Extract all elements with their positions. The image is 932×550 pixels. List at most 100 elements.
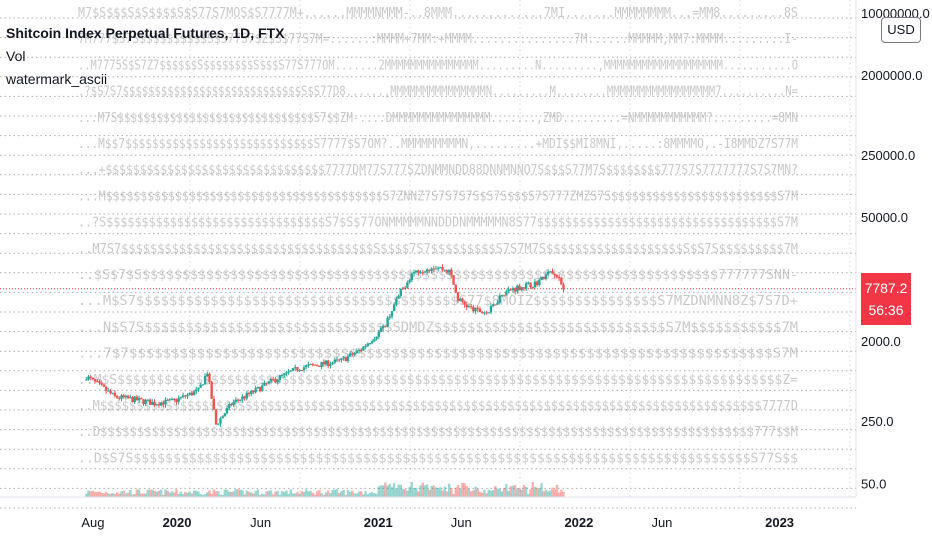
candle-body <box>256 386 260 389</box>
volume-bar <box>397 484 400 497</box>
volume-bar <box>269 490 273 497</box>
candle-body <box>329 364 332 367</box>
candle-body <box>562 284 565 290</box>
candle-body <box>529 282 532 288</box>
volume-bar <box>168 492 172 497</box>
candle-body <box>395 298 398 305</box>
volume-bar <box>155 491 158 497</box>
volume-bar <box>212 489 216 497</box>
volume-bar <box>463 483 466 497</box>
volume-bar <box>351 490 354 497</box>
watermark-line: ..?S$$$$$$$$$$$$$$$$$$$$$$$$$$$$$$$S7$S$… <box>78 216 798 231</box>
volume-bar <box>131 494 134 497</box>
candle-body <box>469 306 473 308</box>
candle-body <box>443 269 446 271</box>
legend-indicator-vol[interactable]: Vol <box>6 48 26 64</box>
candle-body <box>412 272 416 274</box>
candle-body <box>351 353 354 355</box>
price-axis[interactable]: 10000000.02000000.0250000.050000.02000.0… <box>855 0 930 497</box>
candle-body <box>520 287 523 291</box>
time-axis[interactable]: Aug 2020 Jun 2021 Jun 2022 Jun 2023 <box>0 496 856 530</box>
candle-body <box>115 395 119 398</box>
volume-bar <box>104 491 108 497</box>
volume-bar <box>157 490 161 497</box>
watermark-line: ..D$S7S$$$$$$$$$$$$$$$$$$$$$$$$$$$$$$$$$… <box>78 451 798 466</box>
volume-bar <box>379 485 383 497</box>
candle-body <box>170 399 174 401</box>
volume-bar <box>89 491 92 497</box>
candle-body <box>535 281 539 286</box>
watermark-line: ..M7S7$$$$$$$$$$$$$$$$$$$$$$$$$$$$$$$$$$… <box>78 242 798 257</box>
candle-body <box>291 368 295 371</box>
legend-indicator-watermark[interactable]: watermark_ascii <box>6 71 108 87</box>
candle-body <box>377 331 380 337</box>
volume-bar <box>263 494 266 497</box>
volume-bar <box>353 493 356 497</box>
watermark-line: ..M$S$$$$$$$$$$$$$$$$$$$$$$$$$$$$$$$$$$$… <box>78 373 798 388</box>
candle-body <box>324 360 328 365</box>
candle-body <box>505 291 508 296</box>
candle-body <box>406 282 409 288</box>
candle-body <box>267 381 271 384</box>
volume-bar <box>256 489 260 497</box>
candle-body <box>239 399 242 401</box>
volume-bar <box>469 491 473 497</box>
candle-body <box>234 399 238 402</box>
volume-bar <box>228 491 231 497</box>
volume-bar <box>496 488 499 497</box>
volume-bar <box>243 494 246 497</box>
candle-body <box>104 386 108 391</box>
volume-bar <box>170 491 174 497</box>
candle-body <box>439 267 442 269</box>
volume-bar <box>162 494 165 497</box>
candle-body <box>263 382 266 386</box>
volume-bar <box>456 485 460 497</box>
volume-bar <box>458 488 462 497</box>
volume-bar <box>322 494 326 497</box>
volume-bar <box>197 491 200 497</box>
candle-body <box>516 285 519 292</box>
candle-body <box>276 379 279 383</box>
candle-body <box>362 346 365 351</box>
candle-body <box>487 312 490 314</box>
candle-body <box>524 283 528 289</box>
volume-bar <box>432 485 435 497</box>
candle-body <box>107 390 110 392</box>
volume-bar <box>230 492 233 497</box>
currency-button[interactable]: USD <box>881 17 921 43</box>
volume-bar <box>311 492 315 497</box>
volume-bar <box>261 493 264 497</box>
volume-bar <box>509 486 512 497</box>
candle-body <box>85 379 88 381</box>
chart-title[interactable]: Shitcoin Index Perpetual Futures, 1D, FT… <box>6 25 285 41</box>
x-tick-label: 2020 <box>163 515 192 530</box>
candle-body <box>214 409 218 425</box>
candle-body <box>184 395 187 397</box>
candle-body <box>379 328 383 332</box>
volume-bar <box>529 489 532 497</box>
volume-bar <box>221 494 224 497</box>
candle-body <box>428 269 431 271</box>
volume-bar <box>241 490 244 497</box>
volume-bar <box>364 491 367 497</box>
volume-bar <box>223 489 227 497</box>
candle-body <box>197 387 200 390</box>
candle-body <box>551 271 554 274</box>
volume-bar <box>465 486 468 497</box>
candle-body <box>305 365 308 368</box>
watermark-line: ...M$$7$$$$$$$$$$$$$$$$$$$$$$$$$$$$S7777… <box>78 137 798 152</box>
candle-body <box>349 353 352 357</box>
candle-body <box>357 349 361 351</box>
candle-body <box>192 391 196 396</box>
volume-bar <box>294 493 297 497</box>
candle-body <box>181 395 185 398</box>
volume-bar <box>417 491 420 497</box>
candle-body <box>533 281 537 288</box>
volume-bar <box>93 492 97 497</box>
volume-bar <box>331 489 334 497</box>
volume-bar <box>349 491 352 497</box>
candle-body <box>195 389 198 392</box>
volume-bar <box>113 494 117 497</box>
candle-body <box>478 308 482 312</box>
